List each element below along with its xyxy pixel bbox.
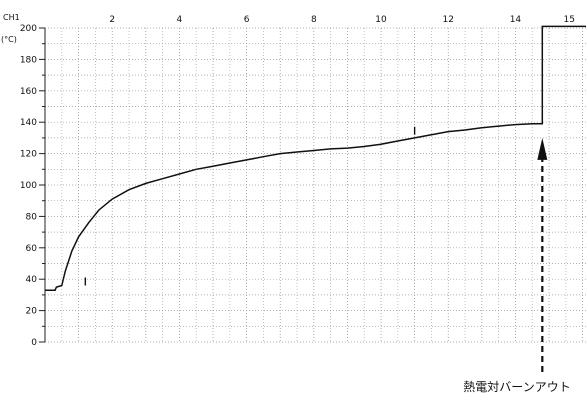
x-tick-label: 10: [375, 15, 387, 25]
y-unit-label: (°C): [1, 35, 17, 44]
x-tick-label: 8: [311, 15, 317, 25]
y-tick-label: 80: [26, 212, 38, 222]
y-tick-label: 120: [20, 150, 37, 160]
y-tick-label: 0: [31, 338, 37, 348]
y-tick-label: 200: [20, 24, 37, 34]
y-tick-label: 100: [20, 181, 37, 191]
y-tick-label: 60: [26, 244, 38, 254]
x-tick-label: 6: [244, 15, 250, 25]
y-tick-label: 160: [20, 87, 37, 97]
x-tick-label: 15: [563, 15, 574, 25]
annotation-text: 熱電対バーンアウト: [463, 380, 570, 394]
x-tick-label: 4: [177, 15, 183, 25]
x-tick-label: 2: [109, 15, 115, 25]
x-tick-label: 12: [443, 15, 454, 25]
x-tick-label: 14: [510, 15, 522, 25]
channel-label: CH1: [3, 13, 20, 22]
y-tick-label: 180: [20, 55, 37, 65]
y-tick-label: 140: [20, 118, 37, 128]
y-tick-label: 20: [26, 307, 38, 317]
y-tick-label: 40: [26, 275, 38, 285]
